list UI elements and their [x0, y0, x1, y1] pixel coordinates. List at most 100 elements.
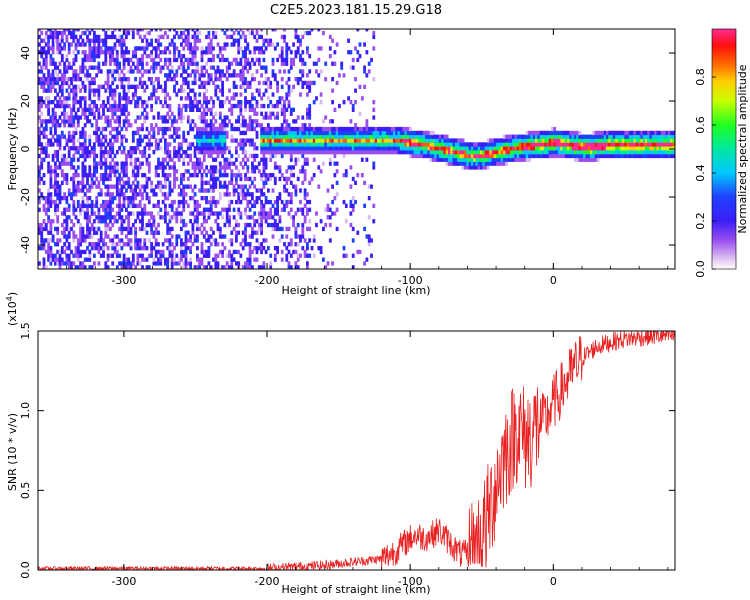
spectrogram-cell: [640, 134, 644, 139]
spectrogram-cell: [97, 207, 101, 212]
spectrogram-cell: [562, 138, 566, 143]
spectrogram-cell: [340, 138, 344, 143]
spectrogram-cell: [260, 46, 263, 51]
spectrogram-cell: [237, 61, 241, 66]
spectrogram-cell: [200, 103, 204, 109]
spectrogram-cell: [209, 242, 213, 247]
spectrogram-cell: [331, 61, 334, 66]
spectrogram-cell: [56, 134, 60, 139]
spectrogram-cell: [113, 29, 117, 32]
spectrogram-cell: [315, 222, 318, 228]
spectrogram-cell: [267, 77, 270, 82]
spectrogram-cell: [225, 34, 229, 40]
spectrogram-cell: [173, 165, 176, 170]
spectrogram-cell: [67, 146, 71, 151]
spectrogram-cell: [81, 176, 85, 182]
spectrogram-cell: [173, 119, 176, 124]
spectrogram-cell: [106, 207, 110, 212]
spectrogram-cell: [202, 226, 206, 232]
spectrogram-cell: [134, 173, 137, 178]
spectrogram-cell: [209, 65, 213, 70]
spectrogram-cell: [322, 226, 325, 232]
spectrogram-cell: [193, 80, 197, 86]
spectrogram-cell: [516, 153, 520, 159]
spectrogram-cell: [150, 96, 153, 101]
spectrogram-cell: [99, 130, 103, 136]
spectrogram-cell: [328, 157, 332, 162]
spectrogram-cell: [175, 150, 179, 155]
spectrogram-cell: [262, 211, 266, 216]
spectrogram-cell: [186, 73, 190, 78]
spectrogram-cell: [296, 138, 300, 143]
spectrogram-cell: [145, 30, 149, 36]
spectrogram-cell: [644, 138, 648, 143]
spectrogram-cell: [83, 54, 87, 59]
spectrogram-cell: [99, 161, 103, 166]
spectrogram-cell: [88, 38, 92, 43]
spectrogram-cell: [287, 88, 291, 93]
spectrogram-cell: [363, 134, 366, 139]
spectrogram-cell: [40, 96, 44, 101]
spectrogram-cell: [38, 126, 41, 132]
spectrogram-cell: [90, 199, 94, 205]
spectrogram-cell: [70, 165, 73, 170]
spectrogram-cell: [38, 96, 41, 101]
spectrogram-cell: [617, 130, 621, 136]
spectrogram-cell: [273, 115, 277, 120]
spectrogram-cell: [106, 84, 110, 89]
spectrogram-cell: [601, 146, 605, 151]
spectrogram-cell: [127, 176, 131, 182]
spectrogram-cell: [67, 234, 71, 239]
spectrogram-cell: [207, 261, 211, 266]
spectrogram-cell: [386, 134, 389, 139]
spectrogram-cell: [193, 184, 197, 189]
spectrogram-cell: [464, 165, 467, 170]
spectrogram-cell: [548, 130, 552, 136]
spectrogram-cell: [461, 146, 465, 151]
spectrogram-cell: [500, 153, 504, 159]
spectrogram-cell: [386, 130, 389, 136]
spectrogram-cell: [131, 180, 135, 185]
spectrogram-cell: [88, 92, 92, 97]
spectrogram-cell: [303, 126, 307, 132]
spectrogram-cell: [58, 77, 62, 82]
spectrogram-cell: [115, 126, 119, 132]
spectrogram-cell: [404, 150, 408, 155]
spectrogram-cell: [306, 134, 309, 139]
spectrogram-cell: [168, 50, 172, 55]
spectrogram-cell: [76, 199, 80, 205]
spectrogram-cell: [218, 123, 222, 128]
spectrogram-cell: [360, 134, 364, 139]
spectrogram-cell: [287, 92, 291, 97]
spectrogram-cell: [544, 150, 547, 155]
spectrogram-cell: [573, 153, 577, 159]
spectrogram-cell: [395, 138, 399, 143]
spectrogram-cell: [40, 111, 44, 116]
spectrogram-cell: [324, 142, 328, 147]
spectrogram-cell: [255, 119, 259, 124]
spectrogram-cell: [44, 134, 48, 139]
spectrogram-cell: [113, 111, 117, 116]
spectrogram-cell: [519, 146, 522, 151]
spectrogram-cell: [255, 230, 259, 235]
spectrogram-cell: [136, 246, 140, 251]
spectrogram-cell: [173, 211, 176, 216]
spectrogram-cell: [136, 103, 140, 109]
spectrogram-cell: [642, 146, 646, 151]
spectrogram-cell: [161, 103, 165, 109]
spectrogram-cell: [349, 130, 353, 136]
spectrogram-cell: [328, 215, 332, 220]
spectrogram-cell: [289, 126, 293, 132]
spectrogram-cell: [235, 92, 238, 97]
spectrogram-cell: [40, 234, 44, 239]
spectrogram-cell: [198, 257, 202, 262]
spectrogram-cell: [365, 50, 369, 55]
spectrogram-cell: [207, 150, 211, 155]
spectrogram-cell: [182, 196, 186, 201]
spectrogram-cell: [351, 130, 355, 136]
spectrogram-cell: [644, 130, 648, 136]
spectrogram-cell: [104, 126, 108, 132]
spectrogram-cell: [289, 169, 293, 174]
spectrogram-cell: [147, 130, 151, 136]
spectrogram-cell: [248, 176, 252, 182]
